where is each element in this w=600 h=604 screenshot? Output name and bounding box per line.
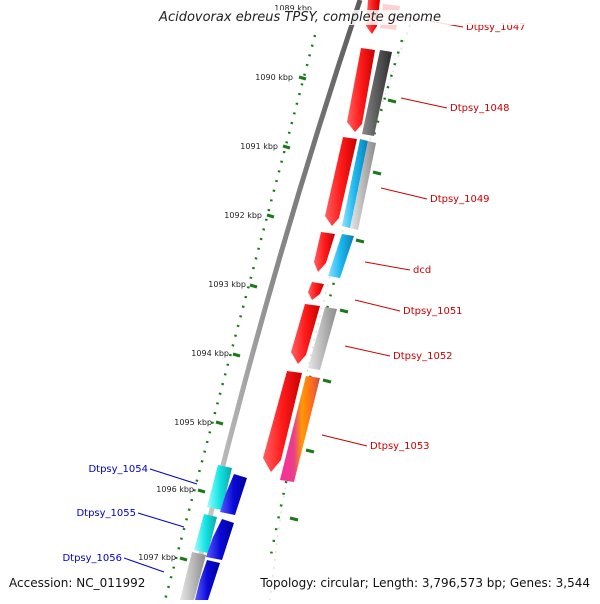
tick-label-1092: 1092 kbp (224, 211, 262, 220)
gene-dtpsy-1056[interactable] (195, 560, 220, 600)
label-dcd[interactable]: dcd (413, 265, 431, 276)
tick-ring (163, 34, 317, 601)
cog-block-1054 (207, 465, 232, 510)
tick-label-1097: 1097 kbp (138, 553, 176, 562)
gene-dtpsy-1054[interactable] (220, 474, 247, 515)
cog-block-1049-blue (342, 139, 368, 228)
forward-genes (263, 0, 380, 472)
label-dtpsy-1048[interactable]: Dtpsy_1048 (450, 103, 510, 114)
cog-tick-marks (289, 98, 397, 522)
label-dtpsy-1052[interactable]: Dtpsy_1052 (393, 351, 453, 362)
tick-label-1095: 1095 kbp (174, 418, 212, 427)
gene-labels-left: Dtpsy_1054 Dtpsy_1055 Dtpsy_1056 (62, 464, 148, 564)
cog-block-1055 (194, 514, 217, 553)
label-dtpsy-1055[interactable]: Dtpsy_1055 (76, 508, 136, 519)
reverse-genes (180, 465, 247, 600)
cog-block-1049-gray (350, 141, 376, 230)
cog-block-1056 (180, 552, 206, 600)
genome-summary: Topology: circular; Length: 3,796,573 bp… (260, 576, 590, 590)
gene-labels-right: Dtpsy_1047 Dtpsy_1048 Dtpsy_1049 dcd Dtp… (370, 22, 526, 452)
tick-label-1096: 1096 kbp (156, 485, 194, 494)
tick-marks (179, 75, 307, 562)
label-dtpsy-1054[interactable]: Dtpsy_1054 (88, 464, 148, 475)
outer-guide-ring (269, 24, 411, 601)
tick-labels: 1089 kbp 1090 kbp 1091 kbp 1092 kbp 1093… (138, 4, 312, 562)
cog-block-dcd (328, 234, 354, 278)
label-dtpsy-1049[interactable]: Dtpsy_1049 (430, 194, 490, 205)
cog-blocks (280, 4, 400, 482)
cog-block-1048 (362, 50, 392, 136)
label-dtpsy-1051[interactable]: Dtpsy_1051 (403, 306, 463, 317)
gene-dtpsy-1052[interactable] (291, 304, 320, 364)
gene-dtpsy-1051[interactable] (308, 282, 324, 300)
gene-dtpsy-1053[interactable] (263, 371, 302, 472)
tick-label-1090: 1090 kbp (255, 73, 293, 82)
label-dtpsy-1053[interactable]: Dtpsy_1053 (370, 441, 430, 452)
label-dtpsy-1047[interactable]: Dtpsy_1047 (466, 22, 526, 33)
gene-dtpsy-1048[interactable] (347, 48, 375, 132)
genome-backbone (187, 0, 363, 601)
tick-label-1093: 1093 kbp (208, 280, 246, 289)
label-dtpsy-1056[interactable]: Dtpsy_1056 (62, 553, 122, 564)
tick-label-1089: 1089 kbp (274, 4, 312, 13)
gene-dtpsy-1049[interactable] (325, 137, 357, 226)
genome-title: Acidovorax ebreus TPSY, complete genome (0, 10, 600, 25)
accession-text: Accession: NC_011992 (9, 576, 146, 590)
tick-label-1091: 1091 kbp (240, 142, 278, 151)
gene-dcd[interactable] (314, 232, 335, 272)
cog-ring (268, 39, 404, 561)
cog-block-1053 (280, 376, 320, 482)
gene-dtpsy-1055[interactable] (206, 519, 234, 560)
cog-block-1052 (308, 307, 337, 370)
tick-label-1094: 1094 kbp (191, 349, 229, 358)
